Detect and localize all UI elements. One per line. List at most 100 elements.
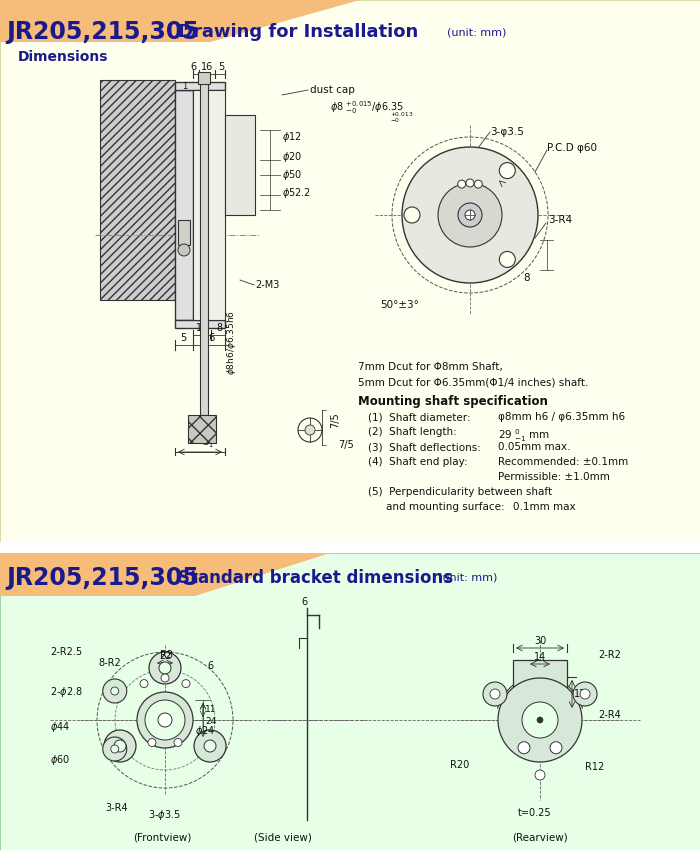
Text: dust cap: dust cap bbox=[310, 85, 355, 95]
Text: 2-M3: 2-M3 bbox=[255, 280, 279, 290]
Circle shape bbox=[483, 682, 507, 706]
Text: (Rearview): (Rearview) bbox=[512, 832, 568, 842]
Text: 24: 24 bbox=[205, 717, 216, 727]
Text: 5: 5 bbox=[180, 333, 186, 343]
Circle shape bbox=[498, 678, 582, 762]
Text: 11: 11 bbox=[205, 706, 216, 715]
Text: (4)  Shaft end play:: (4) Shaft end play: bbox=[368, 457, 468, 467]
Circle shape bbox=[573, 682, 597, 706]
Text: Recommended: ±0.1mm: Recommended: ±0.1mm bbox=[498, 457, 629, 467]
Text: 0.1mm max: 0.1mm max bbox=[513, 502, 575, 512]
Text: $\phi$52.2: $\phi$52.2 bbox=[282, 186, 311, 200]
Circle shape bbox=[465, 210, 475, 220]
Bar bbox=[0, 542, 700, 553]
Circle shape bbox=[402, 147, 538, 283]
Text: Drawing for Installation: Drawing for Installation bbox=[178, 23, 419, 41]
Text: (Frontview): (Frontview) bbox=[133, 832, 191, 842]
Circle shape bbox=[550, 742, 562, 754]
Circle shape bbox=[111, 687, 119, 695]
Bar bbox=[175, 320, 225, 328]
Text: 6: 6 bbox=[190, 62, 196, 72]
Text: 2-R2: 2-R2 bbox=[598, 650, 621, 660]
Bar bbox=[193, 90, 225, 320]
Circle shape bbox=[438, 183, 502, 247]
Circle shape bbox=[111, 745, 119, 753]
Text: $\phi$24: $\phi$24 bbox=[195, 724, 215, 738]
Circle shape bbox=[404, 207, 420, 223]
Circle shape bbox=[103, 737, 127, 761]
Text: 3-R4: 3-R4 bbox=[105, 803, 127, 813]
Text: 30: 30 bbox=[534, 636, 546, 646]
Text: φ8mm h6 / φ6.35mm h6: φ8mm h6 / φ6.35mm h6 bbox=[498, 412, 625, 422]
Text: $\phi$60: $\phi$60 bbox=[50, 753, 70, 767]
Circle shape bbox=[522, 702, 558, 738]
Text: (unit: mm): (unit: mm) bbox=[438, 573, 498, 583]
Text: (unit: mm): (unit: mm) bbox=[447, 27, 506, 37]
Text: $\phi$20: $\phi$20 bbox=[282, 150, 302, 164]
Bar bbox=[198, 72, 210, 84]
Circle shape bbox=[518, 742, 530, 754]
Circle shape bbox=[458, 203, 482, 227]
Circle shape bbox=[140, 680, 148, 688]
Text: $\phi$44: $\phi$44 bbox=[50, 720, 70, 734]
Circle shape bbox=[535, 770, 545, 780]
Text: and mounting surface:: and mounting surface: bbox=[386, 502, 505, 512]
Text: 8: 8 bbox=[216, 323, 222, 333]
Text: (5)  Perpendicularity between shaft: (5) Perpendicularity between shaft bbox=[368, 487, 552, 497]
Circle shape bbox=[145, 700, 185, 740]
Text: R20: R20 bbox=[450, 760, 469, 770]
Circle shape bbox=[194, 730, 226, 762]
Text: 7/5: 7/5 bbox=[330, 412, 340, 428]
Bar bbox=[200, 75, 208, 415]
Text: 8: 8 bbox=[524, 273, 531, 283]
Text: 17: 17 bbox=[574, 689, 587, 699]
Bar bbox=[0, 553, 700, 850]
Text: 7/5: 7/5 bbox=[338, 440, 354, 450]
Polygon shape bbox=[0, 0, 360, 42]
Text: 8-R2: 8-R2 bbox=[98, 658, 120, 668]
Text: $\phi$8 $^{+0.015}_{-0}$/$\phi$6.35: $\phi$8 $^{+0.015}_{-0}$/$\phi$6.35 bbox=[330, 99, 404, 116]
Text: Permissible: ±1.0mm: Permissible: ±1.0mm bbox=[498, 472, 610, 482]
Text: Standard bracket dimensions: Standard bracket dimensions bbox=[178, 569, 453, 587]
Text: 29 $^{0}_{-1}$: 29 $^{0}_{-1}$ bbox=[187, 434, 214, 450]
Text: 2-R4: 2-R4 bbox=[598, 710, 621, 720]
Text: 0.05mm max.: 0.05mm max. bbox=[498, 442, 570, 452]
Circle shape bbox=[466, 179, 474, 187]
Text: $\phi$50: $\phi$50 bbox=[282, 168, 302, 182]
Text: 3-φ3.5: 3-φ3.5 bbox=[490, 127, 524, 137]
Circle shape bbox=[490, 689, 500, 699]
Text: 6: 6 bbox=[301, 597, 307, 607]
Circle shape bbox=[458, 180, 466, 188]
Bar bbox=[188, 415, 216, 443]
Polygon shape bbox=[0, 553, 330, 596]
Circle shape bbox=[475, 180, 482, 188]
Text: 3-R4: 3-R4 bbox=[548, 215, 572, 225]
Circle shape bbox=[537, 717, 543, 723]
Text: 18: 18 bbox=[196, 323, 208, 333]
Text: R12: R12 bbox=[585, 762, 604, 772]
Circle shape bbox=[182, 680, 190, 688]
Text: (2)  Shaft length:: (2) Shaft length: bbox=[368, 427, 456, 437]
Circle shape bbox=[114, 740, 126, 752]
Circle shape bbox=[137, 692, 193, 748]
Text: Mounting shaft specification: Mounting shaft specification bbox=[358, 395, 548, 408]
Text: (1)  Shaft diameter:: (1) Shaft diameter: bbox=[368, 412, 470, 422]
Text: $^{+0.013}_{-0}$: $^{+0.013}_{-0}$ bbox=[390, 110, 414, 126]
Text: 5: 5 bbox=[218, 62, 224, 72]
Bar bbox=[0, 0, 700, 542]
Text: (3)  Shaft deflections:: (3) Shaft deflections: bbox=[368, 442, 481, 452]
Circle shape bbox=[158, 713, 172, 727]
Circle shape bbox=[149, 652, 181, 684]
Text: Dimensions: Dimensions bbox=[18, 50, 108, 64]
Text: 22: 22 bbox=[159, 651, 172, 661]
Bar bbox=[175, 82, 225, 90]
Text: JR205,215,305: JR205,215,305 bbox=[6, 20, 199, 44]
Text: 29 $^{0}_{-1}$ mm: 29 $^{0}_{-1}$ mm bbox=[498, 427, 550, 444]
Text: t=0.25: t=0.25 bbox=[518, 808, 552, 818]
Text: 5mm Dcut for Φ6.35mm(Φ1/4 inches) shaft.: 5mm Dcut for Φ6.35mm(Φ1/4 inches) shaft. bbox=[358, 377, 589, 387]
Circle shape bbox=[161, 674, 169, 682]
Text: JR205,215,305: JR205,215,305 bbox=[6, 566, 199, 590]
Text: 50°±3°: 50°±3° bbox=[380, 300, 419, 310]
Bar bbox=[225, 115, 255, 215]
Text: $\phi$12: $\phi$12 bbox=[282, 130, 302, 144]
